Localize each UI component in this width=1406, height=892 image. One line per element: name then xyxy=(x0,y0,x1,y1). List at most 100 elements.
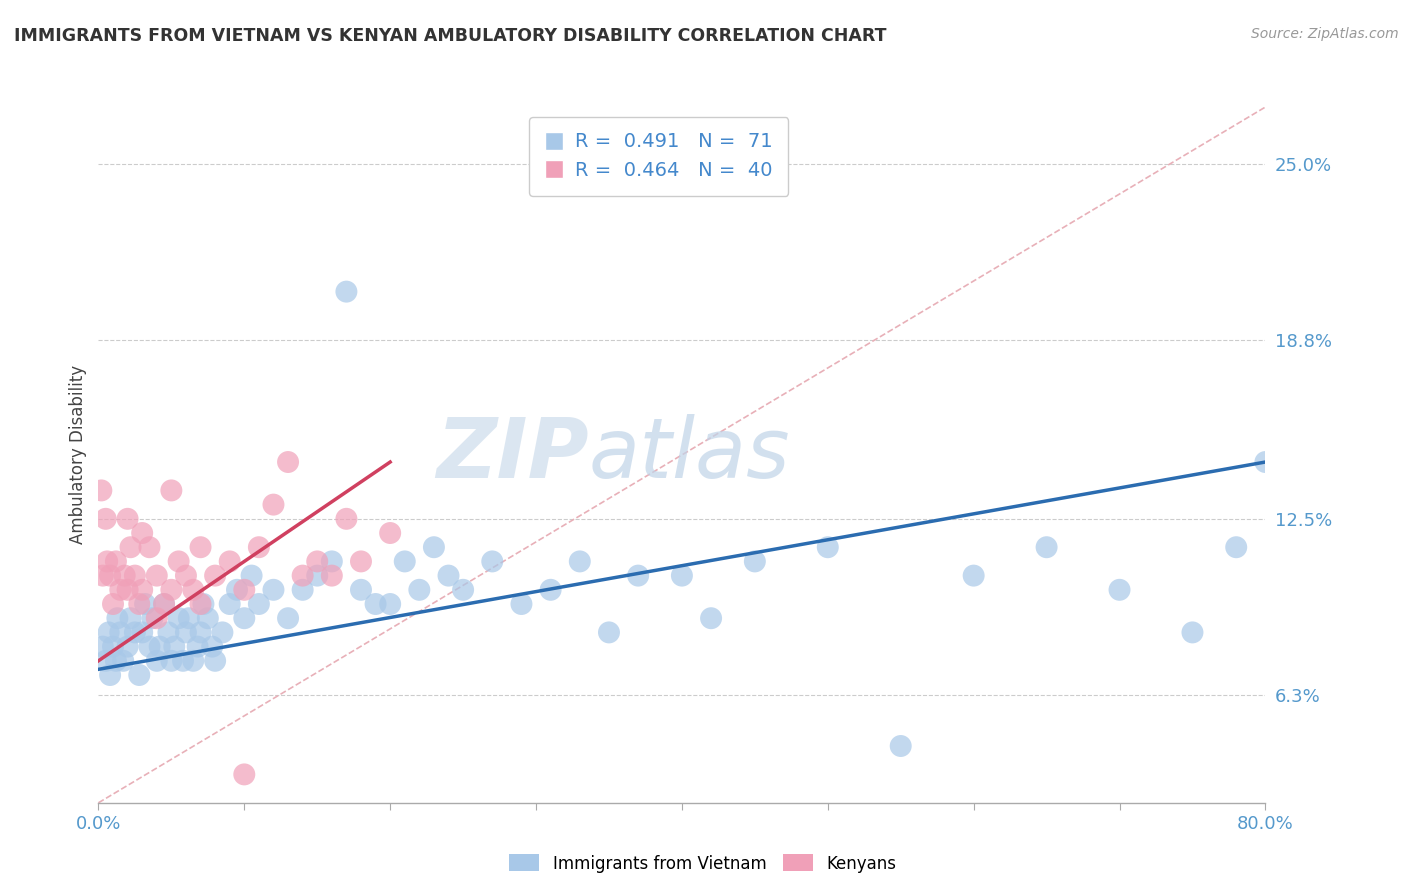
Point xyxy=(110,582,132,597)
Point xyxy=(117,582,139,597)
Point xyxy=(114,568,136,582)
Point xyxy=(91,568,114,582)
Point xyxy=(146,654,169,668)
Point xyxy=(568,554,591,568)
Point xyxy=(104,554,127,568)
Point xyxy=(146,568,169,582)
Point xyxy=(1108,582,1130,597)
Point xyxy=(174,625,197,640)
Point xyxy=(94,654,117,668)
Point xyxy=(627,568,650,582)
Point xyxy=(131,582,153,597)
Point xyxy=(146,611,169,625)
Point xyxy=(540,582,562,597)
Point xyxy=(364,597,387,611)
Point xyxy=(226,582,249,597)
Point xyxy=(138,540,160,554)
Point xyxy=(350,582,373,597)
Point xyxy=(104,654,127,668)
Point xyxy=(172,654,194,668)
Point xyxy=(335,512,357,526)
Point xyxy=(335,285,357,299)
Point xyxy=(134,597,156,611)
Point xyxy=(321,554,343,568)
Point xyxy=(96,554,118,568)
Point xyxy=(91,640,114,654)
Point xyxy=(174,568,197,582)
Point xyxy=(233,611,256,625)
Point xyxy=(117,512,139,526)
Point xyxy=(163,640,186,654)
Point xyxy=(138,640,160,654)
Point xyxy=(190,540,212,554)
Point xyxy=(98,568,121,582)
Point xyxy=(124,568,146,582)
Point xyxy=(262,498,284,512)
Point xyxy=(128,597,150,611)
Point xyxy=(510,597,533,611)
Point xyxy=(233,582,256,597)
Point xyxy=(131,625,153,640)
Point xyxy=(187,640,209,654)
Point xyxy=(117,640,139,654)
Point xyxy=(247,597,270,611)
Point xyxy=(157,625,180,640)
Point xyxy=(233,767,256,781)
Point xyxy=(153,597,176,611)
Point xyxy=(247,540,270,554)
Point xyxy=(378,597,402,611)
Point xyxy=(218,597,240,611)
Y-axis label: Ambulatory Disability: Ambulatory Disability xyxy=(69,366,87,544)
Point xyxy=(90,483,112,498)
Point xyxy=(1035,540,1057,554)
Point xyxy=(598,625,620,640)
Point xyxy=(277,611,299,625)
Point xyxy=(131,526,153,541)
Point xyxy=(181,582,204,597)
Point xyxy=(408,582,430,597)
Text: IMMIGRANTS FROM VIETNAM VS KENYAN AMBULATORY DISABILITY CORRELATION CHART: IMMIGRANTS FROM VIETNAM VS KENYAN AMBULA… xyxy=(14,27,887,45)
Point xyxy=(110,625,132,640)
Point xyxy=(437,568,460,582)
Point xyxy=(744,554,766,568)
Point xyxy=(423,540,446,554)
Point xyxy=(97,625,120,640)
Point xyxy=(105,611,128,625)
Point xyxy=(193,597,215,611)
Point xyxy=(1225,540,1247,554)
Text: Source: ZipAtlas.com: Source: ZipAtlas.com xyxy=(1251,27,1399,41)
Point xyxy=(240,568,263,582)
Point xyxy=(1254,455,1277,469)
Legend: Immigrants from Vietnam, Kenyans: Immigrants from Vietnam, Kenyans xyxy=(503,847,903,880)
Point xyxy=(177,611,200,625)
Point xyxy=(291,582,314,597)
Text: atlas: atlas xyxy=(589,415,790,495)
Point xyxy=(160,654,183,668)
Legend: R =  0.491   N =  71, R =  0.464   N =  40: R = 0.491 N = 71, R = 0.464 N = 40 xyxy=(529,117,789,195)
Point xyxy=(204,654,226,668)
Point xyxy=(201,640,224,654)
Point xyxy=(307,568,329,582)
Point xyxy=(277,455,299,469)
Point xyxy=(98,668,121,682)
Point xyxy=(120,540,142,554)
Point xyxy=(700,611,723,625)
Text: ZIP: ZIP xyxy=(436,415,589,495)
Point xyxy=(167,554,190,568)
Point xyxy=(204,568,226,582)
Point xyxy=(817,540,839,554)
Point xyxy=(101,597,124,611)
Point xyxy=(141,611,163,625)
Point xyxy=(262,582,284,597)
Point xyxy=(101,640,124,654)
Point xyxy=(307,554,329,568)
Point xyxy=(218,554,240,568)
Point xyxy=(190,597,212,611)
Point xyxy=(190,625,212,640)
Point xyxy=(321,568,343,582)
Point xyxy=(160,483,183,498)
Point xyxy=(481,554,503,568)
Point xyxy=(671,568,693,582)
Point xyxy=(153,597,176,611)
Point xyxy=(378,526,402,541)
